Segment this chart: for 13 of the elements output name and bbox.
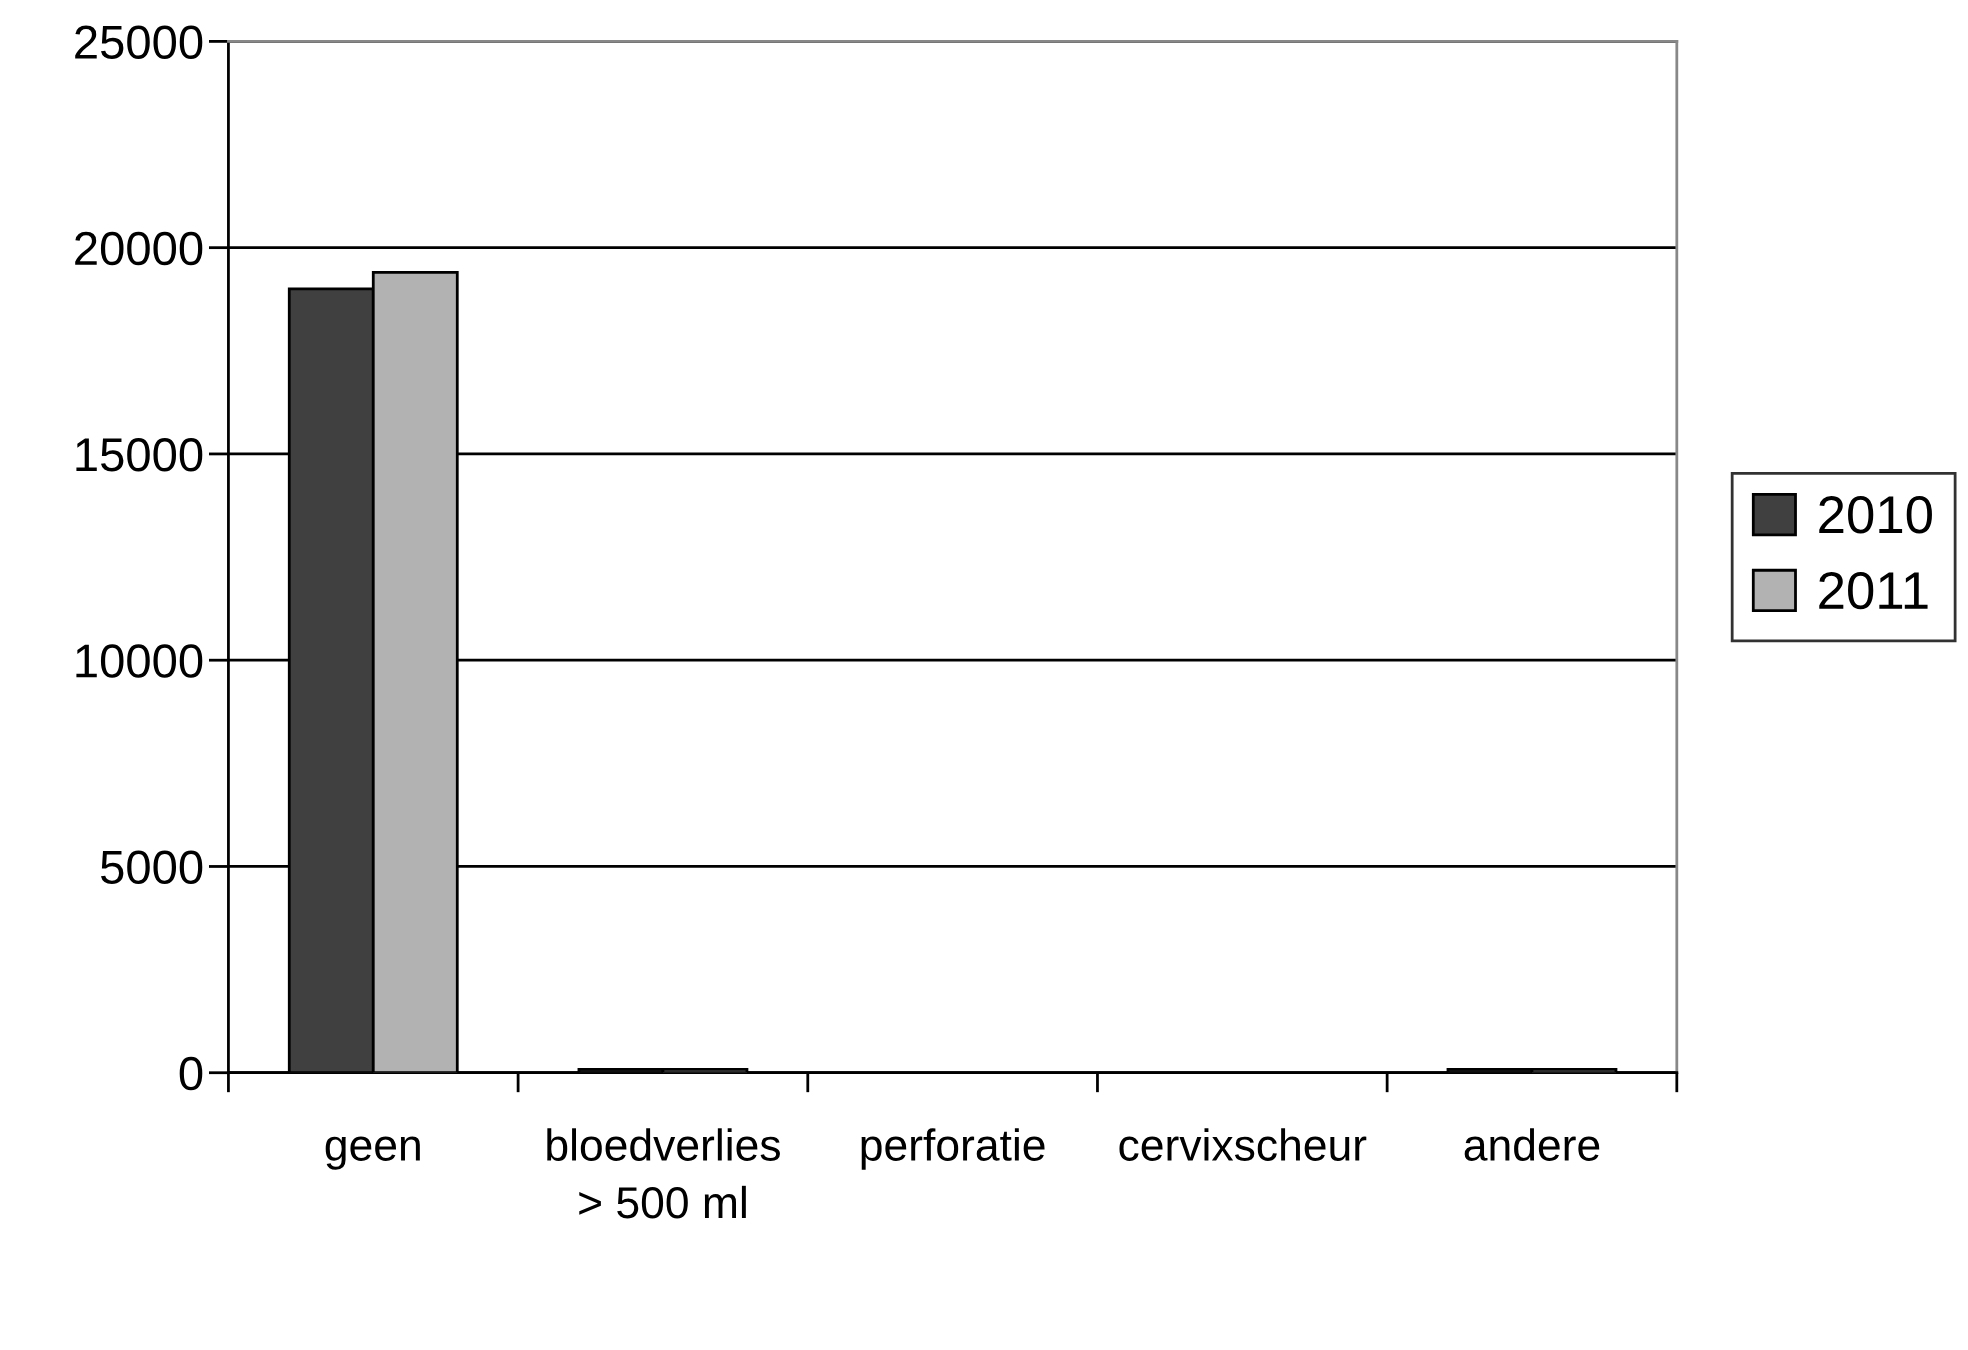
x-tick-label: cervixscheur <box>1119 1128 1367 1161</box>
y-tick-label: 10000 <box>76 644 203 678</box>
y-tick-label: 25000 <box>75 25 203 59</box>
legend-label: 2011 <box>1819 571 1928 610</box>
y-tick-label: 20000 <box>75 231 203 266</box>
y-tick-label: 0 <box>179 1056 203 1091</box>
y-tick-label: 5000 <box>100 850 203 885</box>
x-tick-label: bloedverlies > 500 ml <box>547 1128 780 1219</box>
x-tick-label: perforatie <box>861 1128 1045 1170</box>
y-tick-label: 15000 <box>76 438 203 472</box>
x-tick-label: geen <box>325 1136 420 1170</box>
legend-label: 2010 <box>1819 496 1932 534</box>
x-tick-label: andere <box>1464 1128 1600 1161</box>
